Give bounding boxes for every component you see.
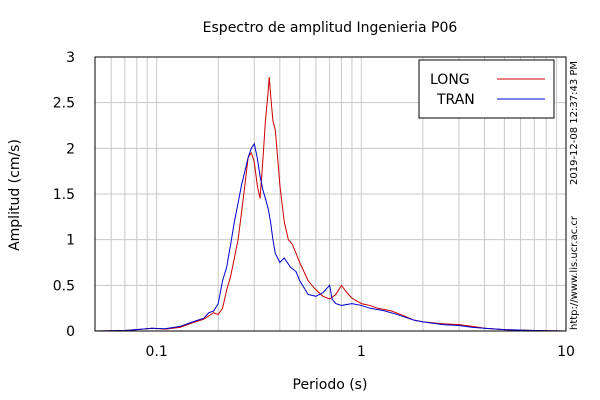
timestamp-annotation: 2019-12-08 12:37:43 PM (569, 61, 580, 185)
legend-label-tran: TRAN (436, 92, 475, 108)
url-annotation: http://www.lis.ucr.ac.cr (569, 215, 580, 330)
y-tick-label: 2.5 (53, 96, 75, 112)
series-line-tran (94, 142, 567, 332)
x-tick-label: 10 (557, 344, 575, 360)
x-tick-label: 0.1 (145, 344, 167, 360)
legend: LONG TRAN (418, 59, 555, 119)
x-tick-label: 1 (357, 344, 366, 360)
legend-box (418, 59, 555, 119)
series-line-long (94, 77, 567, 332)
y-axis-title: Amplitud (cm/s) (7, 139, 23, 251)
x-axis-title: Periodo (s) (293, 377, 368, 393)
legend-label-long: LONG (430, 72, 470, 88)
y-tick-labels: 0 0.5 1 1.5 2 2.5 3 (53, 50, 75, 340)
plot-frame (94, 56, 567, 332)
y-tick-label: 1.5 (53, 187, 75, 203)
chart-title: Espectro de amplitud Ingenieria P06 (203, 20, 458, 36)
x-tick-labels: 0.1 1 10 (145, 344, 574, 360)
y-tick-label: 0.5 (53, 278, 75, 294)
y-tick-label: 1 (66, 233, 75, 249)
series-layer (94, 77, 567, 332)
y-tick-label: 3 (66, 50, 75, 66)
y-tick-label: 2 (66, 141, 75, 157)
y-tick-label: 0 (66, 324, 75, 340)
